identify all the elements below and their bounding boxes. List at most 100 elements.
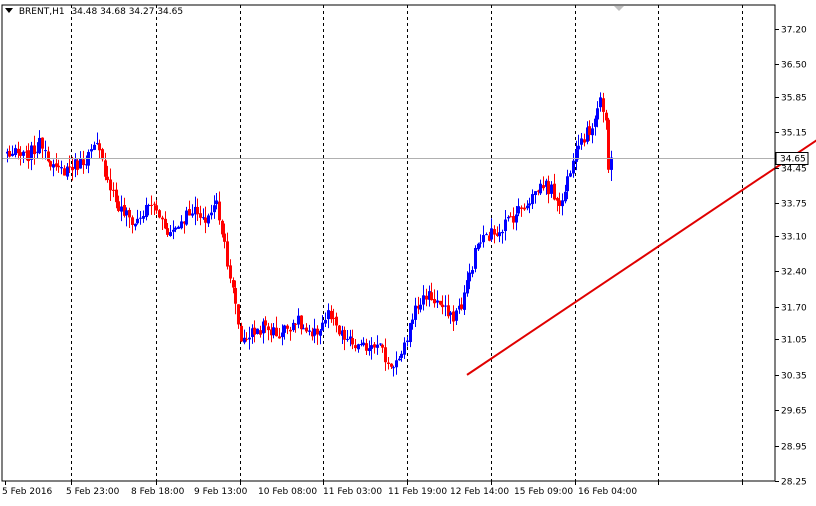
- collapse-triangle-icon[interactable]: [5, 8, 13, 13]
- candle: [180, 215, 183, 230]
- candle: [335, 312, 338, 333]
- y-tick-label: 33.75: [781, 200, 807, 210]
- x-tick-label: 11 Feb 19:00: [388, 487, 447, 497]
- candle: [125, 207, 128, 227]
- candle: [232, 277, 235, 294]
- plot-frame: [1, 4, 776, 482]
- candle: [213, 195, 216, 219]
- candle: [47, 146, 50, 163]
- candle: [131, 215, 134, 234]
- candle: [215, 192, 218, 210]
- candle: [237, 304, 240, 329]
- candle: [278, 327, 281, 339]
- candle: [226, 232, 229, 270]
- candle: [572, 153, 575, 178]
- candle: [362, 337, 365, 347]
- candle: [71, 156, 74, 181]
- candle: [93, 141, 96, 151]
- candle: [387, 356, 390, 370]
- candle: [485, 232, 488, 236]
- candle: [341, 325, 344, 344]
- candle: [41, 137, 44, 160]
- candle: [409, 322, 412, 348]
- candle: [321, 315, 324, 331]
- candle: [115, 182, 118, 209]
- candle: [120, 195, 123, 222]
- candle: [267, 322, 270, 341]
- candle: [253, 320, 256, 343]
- candle: [575, 140, 578, 171]
- candle: [547, 175, 550, 204]
- candle: [455, 308, 458, 326]
- scroll-marker-icon[interactable]: [614, 6, 624, 11]
- candle: [313, 318, 316, 344]
- candle: [528, 197, 531, 214]
- candle: [161, 215, 164, 230]
- candle: [76, 158, 79, 176]
- chart-header: BRENT,H1 34.48 34.68 34.27 34.65: [5, 7, 183, 17]
- candle: [292, 319, 295, 332]
- candle: [400, 350, 403, 362]
- x-tick-label: 9 Feb 13:00: [194, 487, 248, 497]
- candle: [553, 173, 556, 201]
- candle: [488, 231, 491, 242]
- candle: [183, 221, 186, 234]
- candle: [297, 308, 300, 329]
- candle: [308, 324, 311, 336]
- candle: [512, 207, 515, 230]
- candle: [586, 121, 589, 145]
- y-tick-label: 28.25: [781, 478, 807, 488]
- candle: [194, 196, 197, 226]
- candle: [588, 120, 591, 141]
- candle: [169, 224, 172, 237]
- candle: [406, 336, 409, 347]
- candle: [414, 297, 417, 328]
- candle: [286, 324, 289, 335]
- axes: 5 Feb 2016 5 Feb 23:00 8 Feb 18:00 9 Feb 13…: [1, 4, 809, 497]
- candle: [22, 150, 25, 164]
- candle: [580, 133, 583, 150]
- candle: [300, 315, 303, 335]
- candle: [25, 145, 28, 161]
- candle: [351, 329, 354, 350]
- candle: [55, 153, 58, 171]
- candle: [346, 329, 349, 342]
- candle: [490, 218, 493, 242]
- y-tick-label: 28.95: [781, 443, 807, 453]
- candle: [272, 322, 275, 339]
- symbol-label: BRENT,H1: [18, 7, 65, 17]
- trendline[interactable]: [466, 127, 816, 376]
- candle: [87, 149, 90, 174]
- candle: [117, 195, 120, 213]
- candle: [330, 305, 333, 323]
- candle: [360, 339, 363, 347]
- candle: [398, 355, 401, 361]
- candle: [128, 207, 131, 228]
- candle: [324, 312, 327, 327]
- candle: [90, 144, 93, 159]
- candle: [384, 338, 387, 371]
- candle: [531, 189, 534, 209]
- candle: [332, 308, 335, 326]
- candle: [294, 323, 297, 333]
- candle: [30, 141, 33, 171]
- candle: [240, 322, 243, 343]
- y-tick-label: 35.15: [781, 129, 807, 139]
- candle: [564, 184, 567, 204]
- candle: [27, 143, 30, 169]
- candle: [417, 296, 420, 315]
- candle: [520, 205, 523, 217]
- candle: [150, 195, 153, 215]
- candle: [74, 153, 77, 178]
- candle: [106, 165, 109, 183]
- x-tick-label: 8 Feb 18:00: [131, 487, 185, 497]
- candle: [338, 325, 341, 337]
- candle: [365, 338, 368, 356]
- candle: [370, 337, 373, 360]
- candle: [223, 223, 226, 249]
- candle: [11, 145, 14, 157]
- candle: [264, 316, 267, 333]
- candle: [57, 159, 60, 173]
